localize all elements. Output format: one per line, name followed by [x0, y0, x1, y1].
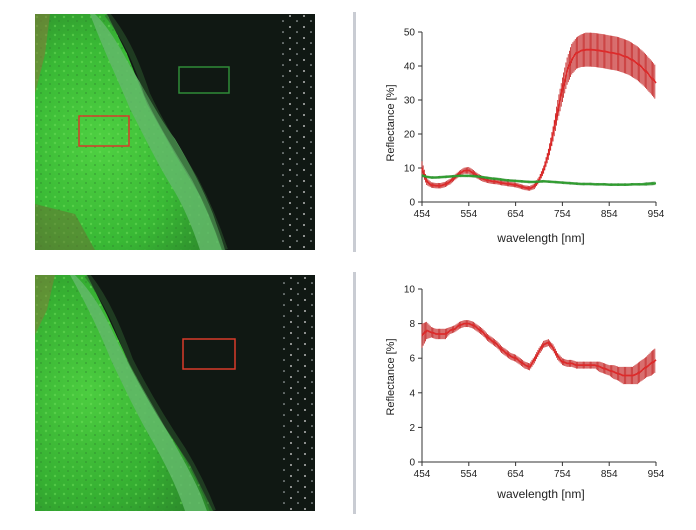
series-line-red: [421, 322, 657, 377]
y-tick-label: 0: [409, 458, 415, 469]
y-tick-label: 10: [404, 285, 416, 296]
series-red: [421, 320, 657, 385]
x-axis-label: wavelength [nm]: [496, 231, 584, 245]
roi-red-box: [78, 115, 130, 147]
axes: 454 554 654 754 854 954 0 2 4 6 8 10: [404, 285, 665, 481]
x-tick-label: 454: [414, 209, 431, 220]
x-tick-label: 954: [648, 209, 665, 220]
series-green: [421, 174, 657, 187]
y-axis-label: Reflectance [%]: [385, 338, 397, 415]
y-tick-label: 10: [404, 164, 416, 175]
aerial-photo-top: [35, 14, 315, 250]
y-tick-label: 20: [404, 130, 416, 141]
y-axis-label: Reflectance [%]: [385, 84, 397, 161]
x-tick-label: 654: [507, 469, 524, 480]
reflectance-chart-top: 454 554 654 754 854 954 0 10 20 30 40 50 wavelength…: [385, 28, 665, 246]
aerial-photo-bottom-image: [35, 275, 315, 511]
x-axis-label: wavelength [nm]: [496, 487, 584, 501]
x-tick-label: 854: [601, 469, 618, 480]
y-tick-label: 50: [404, 28, 416, 39]
series-layer: [421, 32, 657, 191]
series-layer: [421, 320, 657, 385]
y-tick-label: 0: [409, 198, 415, 209]
reflectance-chart-bottom: 454 554 654 754 854 954 0 2 4 6 8 10 wavelength [nm…: [385, 285, 665, 502]
y-tick-label: 2: [409, 423, 415, 434]
y-tick-label: 6: [409, 354, 415, 365]
x-tick-label: 554: [460, 209, 477, 220]
aerial-photo-top-image: [35, 14, 315, 250]
x-tick-label: 554: [460, 469, 477, 480]
y-tick-label: 8: [409, 319, 415, 330]
y-tick-label: 30: [404, 96, 416, 107]
x-tick-label: 454: [414, 469, 431, 480]
series-line-green: [421, 174, 657, 186]
x-tick-label: 954: [648, 469, 665, 480]
x-tick-label: 754: [554, 469, 571, 480]
y-tick-label: 40: [404, 62, 416, 73]
y-tick-label: 4: [409, 388, 415, 399]
x-tick-label: 754: [554, 209, 571, 220]
roi-green-box: [178, 66, 230, 94]
series-red: [421, 32, 657, 191]
divider-top: [353, 12, 356, 252]
divider-bottom: [353, 272, 356, 514]
roi-red-box: [182, 338, 236, 370]
x-tick-label: 854: [601, 209, 618, 220]
series-line-red: [421, 48, 657, 190]
aerial-photo-bottom: [35, 275, 315, 511]
x-tick-label: 654: [507, 209, 524, 220]
